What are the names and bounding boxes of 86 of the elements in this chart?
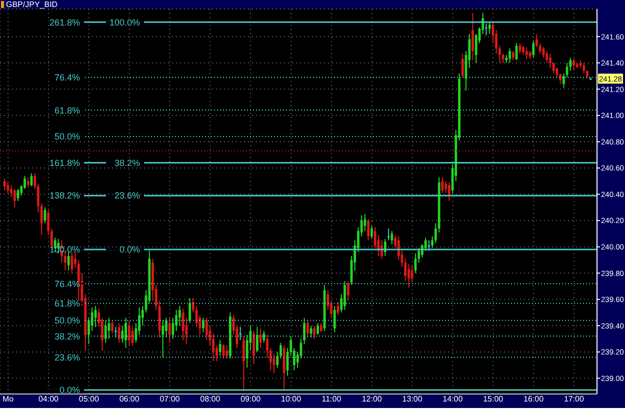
annotation: 23.6% <box>114 190 140 201</box>
candlestick <box>111 320 114 334</box>
candlestick <box>310 325 312 338</box>
candlestick <box>70 252 74 274</box>
candlestick <box>367 218 370 241</box>
annotation: 161.8% <box>49 158 80 168</box>
candlestick <box>104 320 107 344</box>
candlestick <box>256 326 258 352</box>
x-tick-label: 09:00 <box>240 394 262 404</box>
x-tick-label: Mo <box>2 394 14 404</box>
candlestick <box>306 320 309 338</box>
annotation: 61.8% <box>54 105 80 116</box>
candlestick <box>128 320 130 346</box>
candlestick <box>316 322 320 336</box>
x-tick-label: 08:00 <box>200 394 221 404</box>
x-tick-label: 10:00 <box>281 394 302 404</box>
candlestick <box>188 298 191 324</box>
annotation: 0.0% <box>59 385 80 396</box>
candlestick <box>559 72 562 84</box>
candlestick <box>13 188 16 208</box>
x-tick-label: 12:00 <box>362 394 382 404</box>
candlestick <box>508 48 511 64</box>
x-tick-label: 16:00 <box>524 394 544 404</box>
candlestick <box>320 322 322 333</box>
candlestick <box>518 42 522 54</box>
annotation: 50.0% <box>54 316 80 326</box>
candlestick <box>162 320 164 358</box>
candlestick <box>172 317 174 340</box>
candlestick <box>346 280 350 302</box>
x-tick-label: 17:00 <box>564 394 585 404</box>
candlestick <box>410 264 414 283</box>
candlestick <box>90 306 94 332</box>
x-tick-label: 11:00 <box>322 394 342 404</box>
annotation: 138.2% <box>49 190 80 201</box>
candlestick <box>226 344 228 360</box>
candlestick <box>313 325 316 340</box>
candlestick <box>124 317 128 349</box>
candlestick <box>3 178 6 191</box>
candlestick <box>118 322 120 344</box>
x-tick-label: 07:00 <box>160 394 180 404</box>
candlestick <box>461 53 464 78</box>
annotation: 38.2% <box>114 158 140 168</box>
candlestick <box>370 225 373 240</box>
x-tick-label: 13:00 <box>402 394 423 404</box>
candlestick <box>512 50 514 61</box>
candlestick <box>572 58 575 72</box>
annotation: 50.0% <box>54 132 80 142</box>
x-tick-label: 05:00 <box>78 394 100 404</box>
candlestick <box>326 290 330 310</box>
candlestick <box>252 330 255 364</box>
x-tick-label: 15:00 <box>483 394 504 404</box>
candlestick <box>538 42 542 54</box>
candlestick <box>549 53 552 69</box>
candlestick <box>448 182 450 202</box>
annotation: 76.4% <box>54 72 80 82</box>
candlestick <box>121 325 124 344</box>
candlestick <box>168 317 171 344</box>
candlestick <box>532 40 535 58</box>
candlestick <box>6 182 10 194</box>
annotation: 0.0% <box>119 244 140 255</box>
candlestick <box>333 305 336 333</box>
candlestick <box>390 230 394 245</box>
candlestick <box>488 22 491 34</box>
annotation: 100.0% <box>109 17 140 28</box>
candlestick <box>472 12 474 61</box>
annotation: 23.6% <box>54 352 80 362</box>
candlestick <box>262 330 266 344</box>
candlestick <box>242 336 245 391</box>
x-tick-label: 14:00 <box>442 394 464 404</box>
candlestick <box>441 176 444 194</box>
candlestick <box>202 317 204 333</box>
candlestick <box>26 176 30 188</box>
chart-title: GBP/JPY_BID <box>6 0 58 9</box>
annotation: 76.4% <box>54 278 80 289</box>
candlestick <box>522 45 524 56</box>
candlestick <box>424 237 427 252</box>
x-tick-label: 06:00 <box>119 394 140 404</box>
candlestick <box>218 340 222 356</box>
annotation: 100.0% <box>49 244 80 255</box>
candlestick <box>344 280 346 310</box>
annotation: 61.8% <box>54 298 80 308</box>
annotation: 261.8% <box>49 17 80 28</box>
x-tick-label: 04:00 <box>38 394 60 404</box>
annotation: 38.2% <box>54 331 80 342</box>
candlestick <box>582 62 586 74</box>
candlestick <box>525 46 528 60</box>
